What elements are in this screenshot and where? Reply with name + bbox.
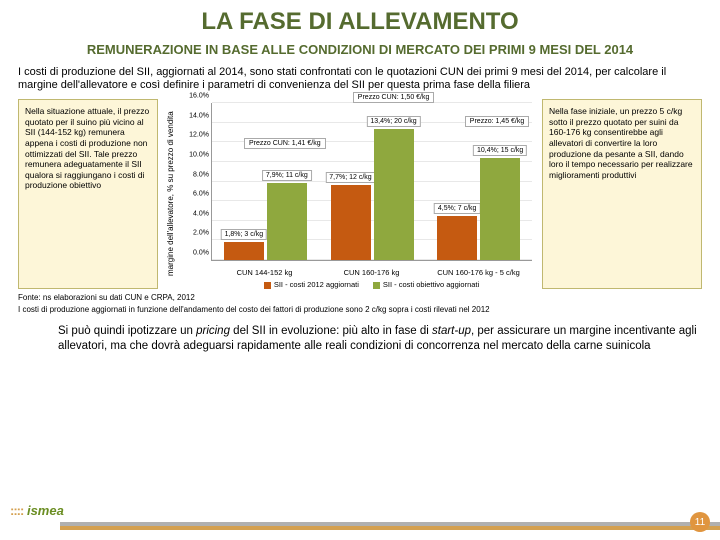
footer-bars <box>0 522 720 530</box>
bar-label: 7,7%; 12 c/kg <box>325 172 375 183</box>
bar-label: 7,9%; 11 c/kg <box>262 170 312 181</box>
price-callout: Prezzo: 1,45 €/kg <box>465 116 529 127</box>
price-callout: Prezzo CUN: 1,50 €/kg <box>353 92 435 103</box>
bar: 4,5%; 7 c/kg <box>437 216 477 260</box>
y-tick: 4.0% <box>193 210 212 217</box>
x-tick: CUN 160-176 kg - 5 c/kg <box>425 268 532 277</box>
legend-item: SII - costi 2012 aggiornati <box>264 280 359 289</box>
bar: 13,4%; 20 c/kg <box>374 129 414 260</box>
y-axis-label: margine dell'allevatore, % su prezzo di … <box>164 99 177 289</box>
x-tick: CUN 144-152 kg <box>211 268 318 277</box>
y-tick: 10.0% <box>189 151 212 158</box>
logo: :::: ismea <box>10 503 64 518</box>
bar-label: 10,4%; 15 c/kg <box>473 145 527 156</box>
y-tick: 8.0% <box>193 171 212 178</box>
page-title: LA FASE DI ALLEVAMENTO <box>18 8 702 36</box>
page-number: 11 <box>690 512 710 532</box>
bar: 10,4%; 15 c/kg <box>480 158 520 260</box>
source-note: Fonte: ns elaborazioni su dati CUN e CRP… <box>18 293 702 303</box>
y-tick: 2.0% <box>193 230 212 237</box>
bar: 7,9%; 11 c/kg <box>267 183 307 261</box>
margin-chart: margine dell'allevatore, % su prezzo di … <box>164 99 536 289</box>
bar: 7,7%; 12 c/kg <box>331 185 371 261</box>
intro-text: I costi di produzione del SII, aggiornat… <box>18 66 702 94</box>
left-note-box: Nella situazione attuale, il prezzo quot… <box>18 99 158 289</box>
price-callout: Prezzo CUN: 1,41 €/kg <box>244 138 326 149</box>
y-tick: 16.0% <box>189 93 212 100</box>
x-tick: CUN 160-176 kg <box>318 268 425 277</box>
cost-note: I costi di produzione aggiornati in funz… <box>18 305 702 315</box>
legend-item: SII - costi obiettivo aggiornati <box>373 280 479 289</box>
page-subtitle: REMUNERAZIONE IN BASE ALLE CONDIZIONI DI… <box>18 42 702 58</box>
bar-label: 13,4%; 20 c/kg <box>366 116 420 127</box>
y-tick: 14.0% <box>189 112 212 119</box>
right-note-box: Nella fase iniziale, un prezzo 5 c/kg so… <box>542 99 702 289</box>
bar: 1,8%; 3 c/kg <box>224 242 264 260</box>
y-tick: 12.0% <box>189 132 212 139</box>
conclusion-text: Si può quindi ipotizzare un pricing del … <box>18 324 702 354</box>
y-tick: 0.0% <box>193 250 212 257</box>
bar-label: 4,5%; 7 c/kg <box>434 203 481 214</box>
bar-label: 1,8%; 3 c/kg <box>221 229 268 240</box>
y-tick: 6.0% <box>193 191 212 198</box>
